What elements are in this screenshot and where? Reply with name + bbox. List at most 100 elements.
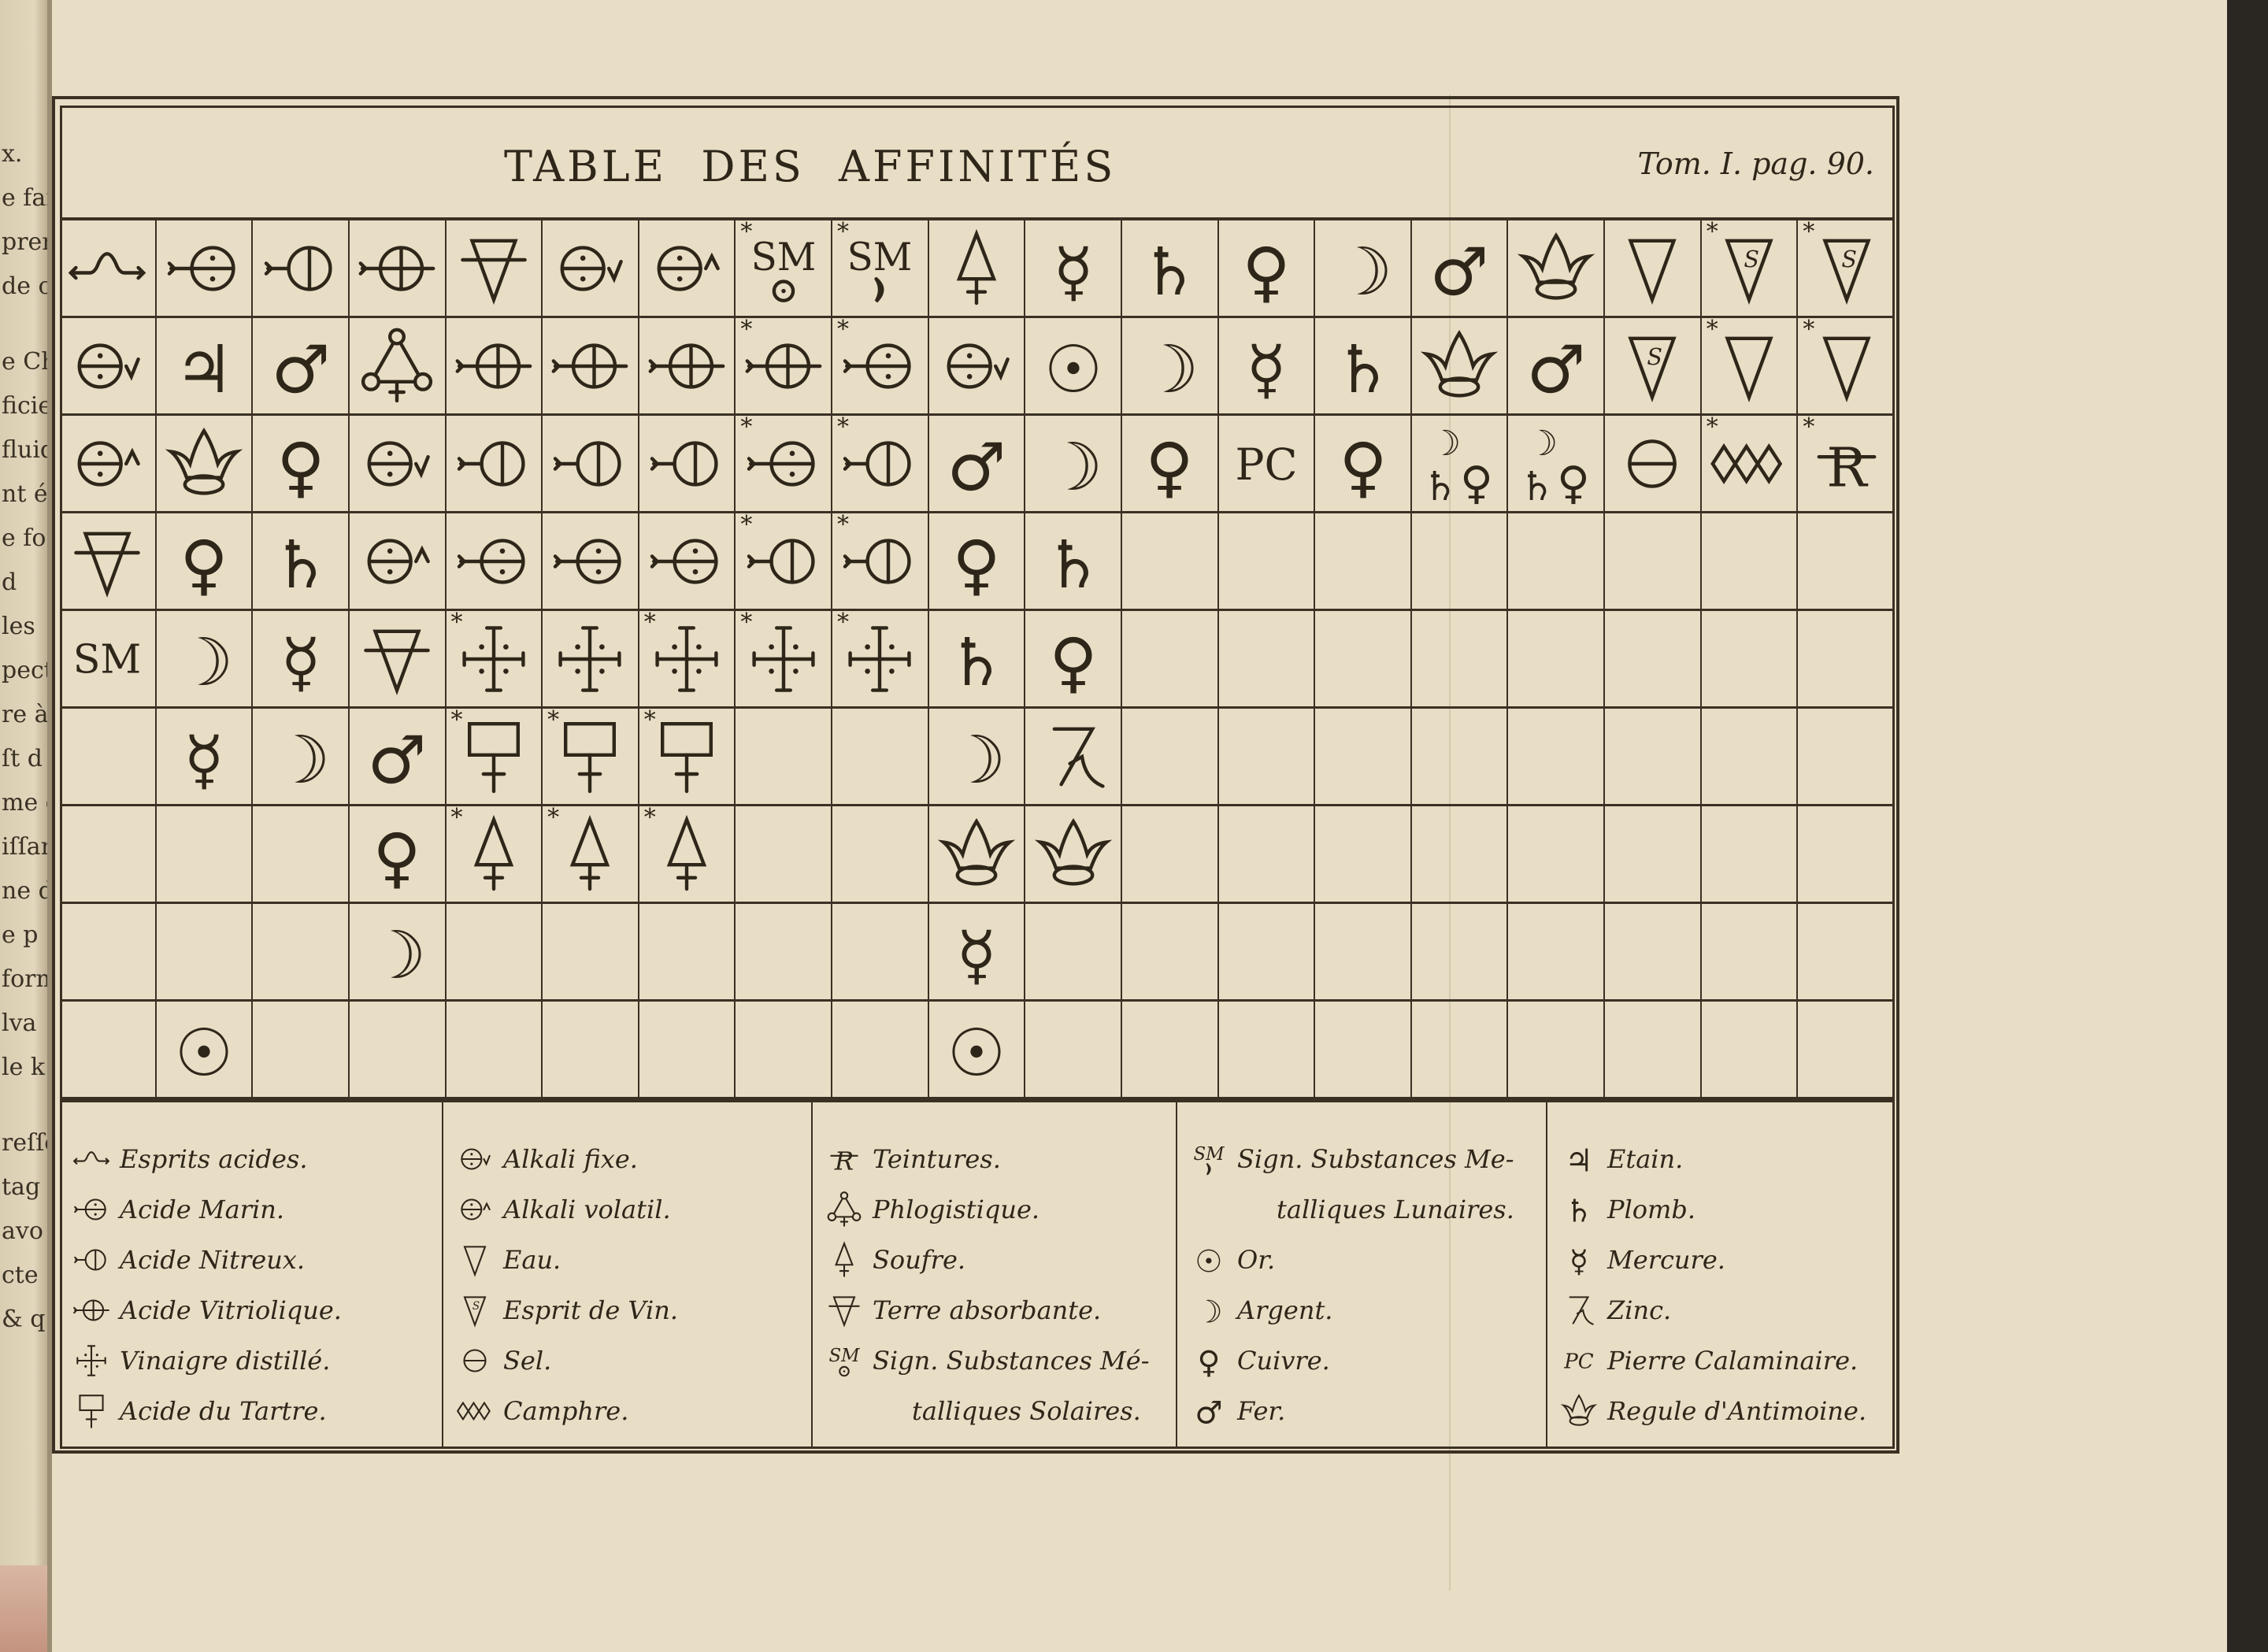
table-cell: * bbox=[1701, 316, 1799, 416]
legend-item: Fer. bbox=[1188, 1386, 1546, 1436]
table-cell bbox=[60, 806, 157, 904]
left-page-text-fragment: e faiso bbox=[2, 184, 49, 212]
table-cell bbox=[1605, 513, 1702, 611]
table-cell bbox=[1315, 904, 1412, 1002]
table-cell: * bbox=[736, 318, 833, 416]
table-cell bbox=[928, 709, 1026, 806]
acide-nitreux-icon bbox=[836, 518, 923, 605]
etain-icon bbox=[1558, 1139, 1599, 1180]
table-cell bbox=[60, 513, 157, 611]
table-cell bbox=[1411, 806, 1509, 904]
table-cell bbox=[1025, 416, 1122, 513]
table-cell bbox=[1605, 904, 1702, 1002]
table-cell bbox=[253, 806, 350, 904]
left-page-text-fragment: reſſe bbox=[2, 1129, 49, 1157]
table-cell bbox=[1701, 709, 1799, 806]
column-header-cell bbox=[349, 220, 447, 318]
table-cell: * bbox=[543, 709, 639, 806]
acide-marin-icon bbox=[547, 518, 633, 605]
acide-marin-icon bbox=[643, 518, 730, 605]
soufre-icon bbox=[824, 1239, 865, 1280]
left-page-text-fragment: x. bbox=[2, 140, 23, 168]
table-cell bbox=[832, 709, 929, 806]
left-page-text-fragment: e p bbox=[2, 921, 39, 949]
table-cell bbox=[1218, 806, 1316, 904]
table-cell bbox=[1025, 709, 1122, 806]
affinity-table: * * * * * * * * * * * * * * * * * * * * * * * * bbox=[60, 217, 1895, 1099]
table-cell bbox=[1218, 513, 1316, 611]
legend-column: Teintures. Phlogistique. Soufre. Terre abso… bbox=[813, 1102, 1177, 1449]
table-cell bbox=[543, 416, 639, 513]
column-header-cell bbox=[1315, 220, 1412, 318]
table-cell bbox=[253, 513, 350, 611]
sm-lunaire-icon bbox=[1188, 1139, 1229, 1180]
table-cell bbox=[1411, 318, 1509, 416]
esprit-de-vin-icon bbox=[1706, 225, 1792, 312]
left-page-text-fragment: ne d bbox=[2, 877, 49, 905]
regule-icon bbox=[1030, 811, 1117, 898]
table-cell bbox=[1701, 904, 1799, 1002]
alkali-fixe-icon bbox=[64, 323, 150, 409]
table-cell bbox=[349, 904, 447, 1002]
cuivre-icon bbox=[1188, 1340, 1229, 1381]
table-cell bbox=[1411, 709, 1509, 806]
table-cell bbox=[60, 416, 157, 513]
table-cell bbox=[253, 611, 350, 709]
table-cell bbox=[1121, 513, 1219, 611]
table-cell bbox=[349, 806, 447, 904]
left-page-text-fragment: e fo bbox=[2, 524, 46, 552]
table-cell bbox=[639, 904, 736, 1002]
table-cell bbox=[1025, 904, 1122, 1002]
argent-icon bbox=[1320, 225, 1406, 312]
table-cell bbox=[543, 904, 639, 1002]
table-cell bbox=[1508, 513, 1606, 611]
asterisk-mark: * bbox=[1706, 316, 1718, 343]
table-cell bbox=[1605, 611, 1702, 709]
table-cell bbox=[1605, 416, 1702, 513]
table-cell bbox=[156, 513, 254, 611]
table-cell bbox=[1315, 513, 1412, 611]
table-cell bbox=[1508, 318, 1606, 416]
table-cell: * bbox=[446, 709, 543, 806]
asterisk-mark: * bbox=[1803, 218, 1815, 246]
asterisk-mark: * bbox=[643, 804, 656, 832]
table-cell bbox=[349, 318, 447, 416]
terre-absorbante-icon bbox=[450, 225, 537, 312]
table-cell bbox=[1218, 709, 1316, 806]
phlogistique-icon bbox=[354, 323, 440, 409]
left-page-text-fragment: pecti bbox=[2, 657, 49, 684]
left-page-text-fragment: nt é bbox=[2, 480, 48, 508]
fer-icon bbox=[258, 323, 344, 409]
eau-icon bbox=[454, 1239, 495, 1280]
table-cell bbox=[1218, 1002, 1316, 1099]
legend-item: Acide du Tartre. bbox=[71, 1386, 442, 1436]
scan-background bbox=[2227, 0, 2268, 1652]
legend-item: Or. bbox=[1188, 1235, 1546, 1285]
table-cell bbox=[1025, 806, 1122, 904]
table-cell bbox=[639, 416, 736, 513]
column-header-cell bbox=[1218, 220, 1316, 318]
acide-tartre-icon bbox=[643, 713, 730, 800]
left-page-text-fragment: d bbox=[2, 569, 17, 596]
terre-absorbante-icon bbox=[354, 616, 440, 702]
column-header-cell: * bbox=[1701, 220, 1799, 318]
asterisk-mark: * bbox=[547, 804, 560, 832]
table-cell bbox=[1025, 513, 1122, 611]
legend-label: Terre absorbante. bbox=[873, 1295, 1102, 1325]
left-page-text-fragment: les bbox=[2, 613, 35, 640]
legend-item: Plomb. bbox=[1558, 1184, 1895, 1235]
asterisk-mark: * bbox=[740, 218, 753, 246]
column-header-cell bbox=[928, 220, 1026, 318]
asterisk-mark: * bbox=[837, 511, 850, 539]
legend-item: talliques Lunaires. bbox=[1188, 1184, 1546, 1235]
asterisk-mark: * bbox=[643, 706, 656, 734]
table-frame-inner bbox=[60, 106, 1895, 1449]
alkali-volatil-icon bbox=[454, 1189, 495, 1230]
table-cell bbox=[253, 318, 350, 416]
legend-label: Alkali volatil. bbox=[503, 1195, 671, 1224]
column-header-cell: * bbox=[1798, 220, 1895, 318]
acide-marin-icon bbox=[71, 1189, 112, 1230]
legend-label: Cuivre. bbox=[1237, 1346, 1330, 1376]
left-page-text-fragment: e Ch bbox=[2, 348, 49, 376]
table-cell bbox=[1315, 318, 1412, 416]
